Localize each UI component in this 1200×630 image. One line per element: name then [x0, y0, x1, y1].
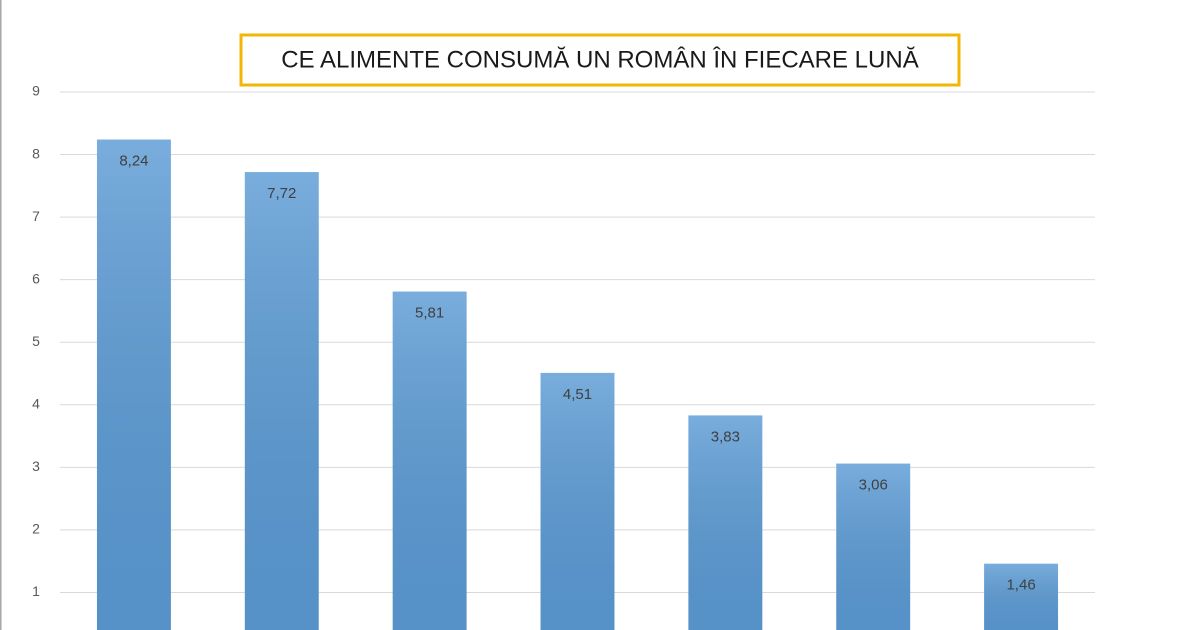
y-tick-label: 8 — [32, 145, 40, 161]
y-tick-label: 7 — [32, 208, 40, 224]
value-label: 3,83 — [711, 428, 740, 445]
bar-shade — [96, 139, 171, 630]
value-label: 4,51 — [563, 386, 592, 403]
bar-shade — [244, 172, 319, 630]
bar-shade — [836, 463, 911, 630]
y-tick-label: 4 — [32, 395, 40, 411]
bar-shade — [540, 372, 615, 630]
y-tick-label: 1 — [32, 583, 40, 599]
chart-title: CE ALIMENTE CONSUMĂ UN ROMÂN ÎN FIECARE … — [281, 46, 918, 73]
value-label: 7,72 — [267, 185, 296, 202]
bars: 8,24 7,72 5,81 4,51 3,83 3,06 1,46 — [96, 139, 1059, 630]
bar-shade — [392, 291, 467, 630]
y-tick-label: 6 — [32, 270, 40, 286]
value-label: 3,06 — [859, 477, 888, 494]
y-tick-label: 2 — [32, 521, 40, 537]
y-tick-label: 9 — [32, 83, 40, 99]
bar-shade — [984, 563, 1059, 630]
y-tick-label: 3 — [32, 458, 40, 474]
value-label: 8,24 — [119, 153, 148, 170]
value-label: 1,46 — [1006, 577, 1035, 594]
title-box — [239, 33, 961, 87]
bar-shade — [688, 415, 763, 630]
y-tick-label: 5 — [32, 333, 40, 349]
value-label: 5,81 — [415, 305, 444, 322]
